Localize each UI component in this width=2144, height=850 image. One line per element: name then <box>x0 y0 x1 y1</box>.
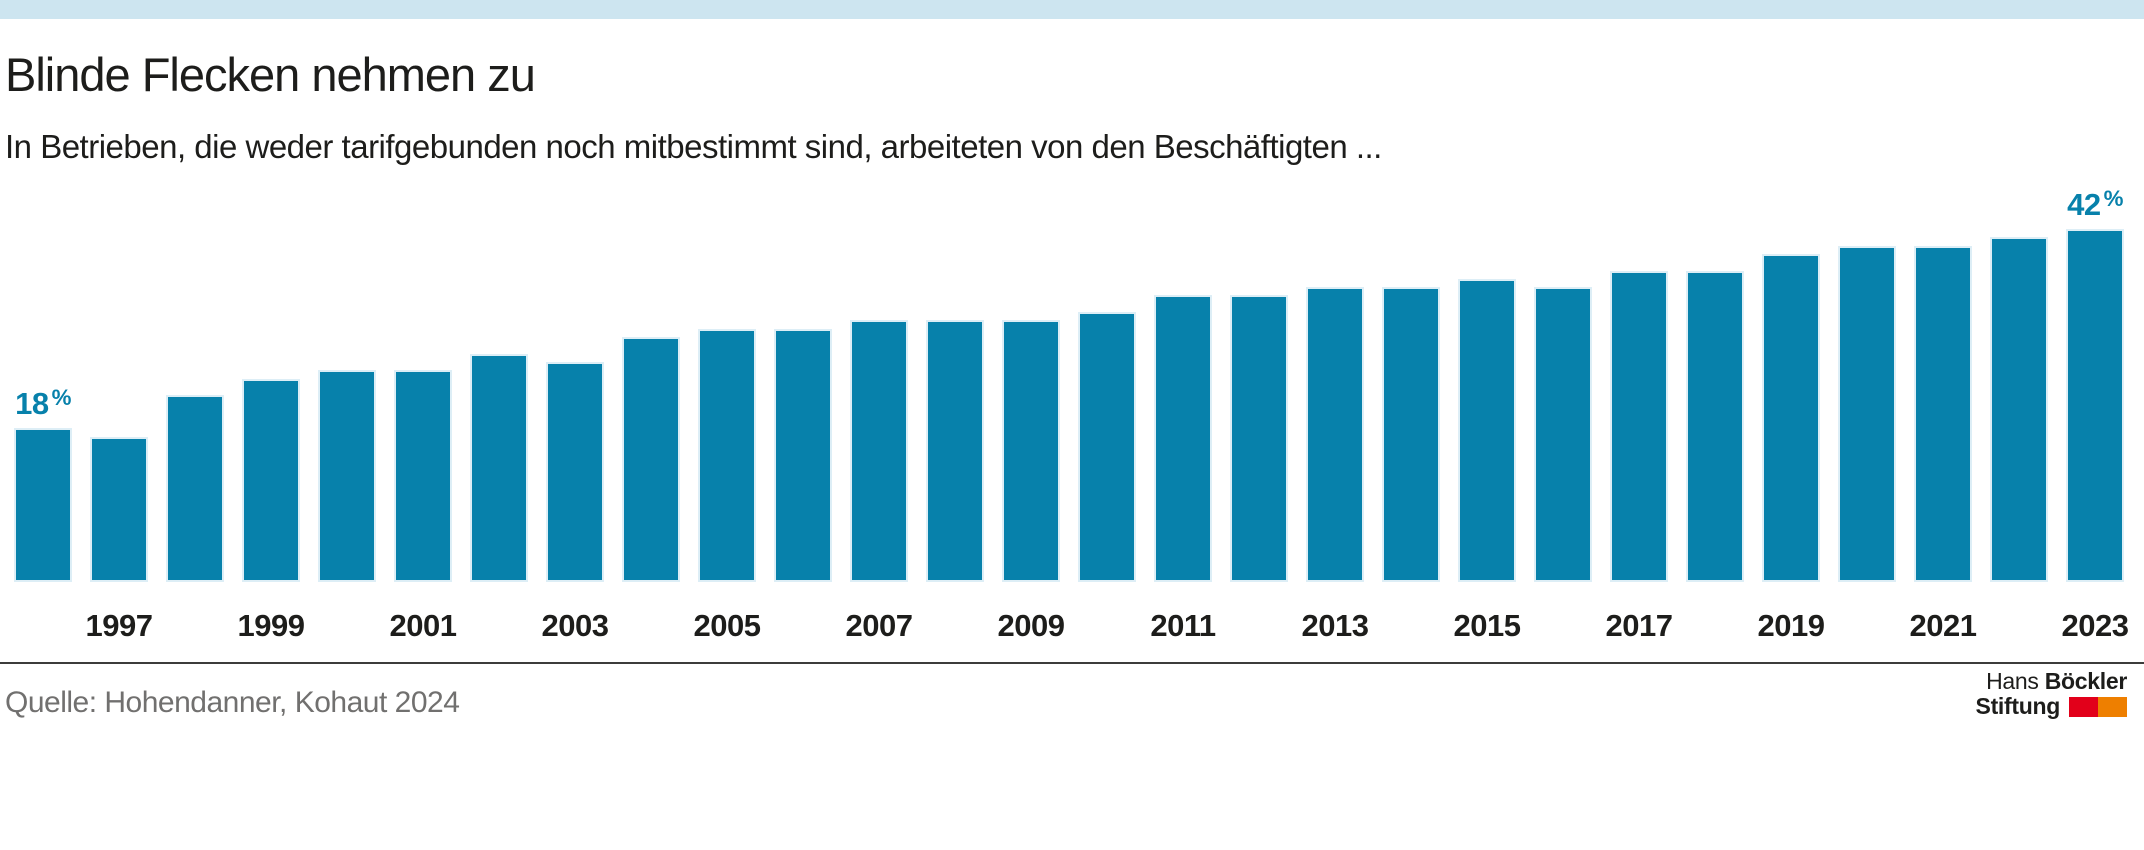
bar-2013 <box>1306 287 1364 582</box>
bar-2019 <box>1762 254 1820 582</box>
bar-2015 <box>1458 279 1516 582</box>
bar-column-2000 <box>318 220 376 582</box>
bar-2010 <box>1078 312 1136 582</box>
x-tick-label-1999: 1999 <box>237 608 305 643</box>
bar-column-2012 <box>1230 220 1288 582</box>
bar-column-2018 <box>1686 220 1744 582</box>
bar-column-1997: 1997 <box>86 220 153 641</box>
logo-red-square-icon <box>2069 696 2098 717</box>
chart-title: Blinde Flecken nehmen zu <box>5 48 536 101</box>
bar-column-2004 <box>622 220 680 582</box>
bar-column-1999: 1999 <box>238 220 305 641</box>
bar-2008 <box>926 320 984 582</box>
bar-1996 <box>14 428 72 582</box>
bar-2006 <box>774 329 832 582</box>
bar-2002 <box>470 354 528 582</box>
x-tick-label-1997: 1997 <box>85 608 153 643</box>
x-tick-label-2019: 2019 <box>1757 608 1825 643</box>
x-tick-label-2013: 2013 <box>1301 608 1369 643</box>
bar-2003 <box>546 362 604 582</box>
bar-column-2010 <box>1078 220 1136 582</box>
bar-column-2020 <box>1838 220 1896 582</box>
x-tick-label-2015: 2015 <box>1453 608 1521 643</box>
logo-text-hans: Hans <box>1986 668 2039 694</box>
x-tick-label-2017: 2017 <box>1605 608 1673 643</box>
bar-2023 <box>2066 229 2124 582</box>
bar-2017 <box>1610 271 1668 582</box>
logo-text-stiftung: Stiftung <box>1975 693 2061 719</box>
bar-column-2013: 2013 <box>1302 220 1369 641</box>
bar-column-2021: 2021 <box>1910 220 1977 641</box>
bar-1997 <box>90 437 148 582</box>
x-tick-label-2021: 2021 <box>1909 608 1977 643</box>
bar-column-2011: 2011 <box>1150 220 1216 641</box>
bar-2012 <box>1230 295 1288 582</box>
bar-column-2019: 2019 <box>1758 220 1825 641</box>
bar-column-2001: 2001 <box>390 220 457 641</box>
bar-column-2002 <box>470 220 528 582</box>
bar-column-1996: 18% <box>14 220 72 582</box>
bar-column-2017: 2017 <box>1606 220 1673 641</box>
x-tick-label-2001: 2001 <box>389 608 457 643</box>
bar-2018 <box>1686 271 1744 582</box>
chart-subtitle: In Betrieben, die weder tarifgebunden no… <box>5 128 1382 165</box>
bar-2005 <box>698 329 756 582</box>
x-tick-label-2003: 2003 <box>541 608 609 643</box>
bar-column-2023: 42% 2023 <box>2062 187 2129 641</box>
bar-2001 <box>394 370 452 582</box>
x-tick-label-2007: 2007 <box>845 608 913 643</box>
x-tick-label-2009: 2009 <box>997 608 1065 643</box>
bar-column-2005: 2005 <box>694 220 761 641</box>
footer-divider <box>0 662 2144 664</box>
x-tick-label-2023: 2023 <box>2061 608 2129 643</box>
x-tick-label-2005: 2005 <box>693 608 761 643</box>
bar-column-2015: 2015 <box>1454 220 1521 641</box>
bar-2000 <box>318 370 376 582</box>
bar-2014 <box>1382 287 1440 582</box>
logo-line1: Hans Böckler <box>1976 669 2127 694</box>
bar-2004 <box>622 337 680 582</box>
bar-2021 <box>1914 246 1972 582</box>
logo-orange-square-icon <box>2098 696 2127 717</box>
bar-2009 <box>1002 320 1060 582</box>
bar-1998 <box>166 395 224 582</box>
bar-column-2008 <box>926 220 984 582</box>
bar-2016 <box>1534 287 1592 582</box>
bar-column-2022 <box>1990 220 2048 582</box>
header-accent-bar <box>0 0 2144 19</box>
source-note: Quelle: Hohendanner, Kohaut 2024 <box>5 686 460 719</box>
bar-column-1998 <box>166 220 224 582</box>
bar-column-2014 <box>1382 220 1440 582</box>
bar-column-2003: 2003 <box>542 220 609 641</box>
bar-column-2009: 2009 <box>998 220 1065 641</box>
bar-2007 <box>850 320 908 582</box>
bar-2022 <box>1990 237 2048 582</box>
x-tick-label-2011: 2011 <box>1150 608 1216 643</box>
bar-chart-plot-area: 18% 1997 1999 2001 2003 2005 2007 2009 2011 2013 2… <box>14 187 2129 641</box>
hans-boeckler-stiftung-logo: Hans Böckler Stiftung <box>1976 669 2128 719</box>
bar-1999 <box>242 379 300 582</box>
bar-value-label: 42% <box>2067 186 2123 222</box>
logo-text-boeckler: Böckler <box>2044 668 2128 694</box>
bar-2011 <box>1154 295 1212 582</box>
bar-value-label: 18% <box>15 385 71 421</box>
bar-column-2007: 2007 <box>846 220 913 641</box>
bar-column-2016 <box>1534 220 1592 582</box>
bar-2020 <box>1838 246 1896 582</box>
logo-line2: Stiftung <box>1976 694 2127 719</box>
bar-column-2006 <box>774 220 832 582</box>
